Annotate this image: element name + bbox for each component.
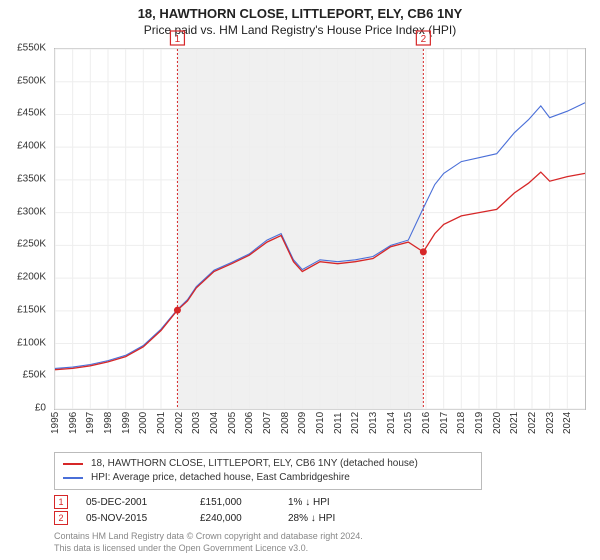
svg-text:1: 1 (175, 34, 181, 45)
x-tick-label: 2001 (156, 412, 167, 434)
x-tick-label: 2009 (297, 412, 308, 434)
y-tick-label: £500K (17, 75, 46, 86)
x-tick-label: 2007 (262, 412, 273, 434)
x-tick-label: 2023 (545, 412, 556, 434)
legend-label: 18, HAWTHORN CLOSE, LITTLEPORT, ELY, CB6… (91, 457, 418, 471)
x-tick-label: 2003 (191, 412, 202, 434)
y-axis-labels: £0£50K£100K£150K£200K£250K£300K£350K£400… (0, 48, 50, 408)
legend-swatch-blue (63, 477, 83, 479)
x-tick-label: 2010 (315, 412, 326, 434)
footnote-line: Contains HM Land Registry data © Crown c… (54, 530, 363, 542)
x-tick-label: 1999 (121, 412, 132, 434)
svg-text:2: 2 (421, 34, 427, 45)
y-tick-label: £100K (17, 337, 46, 348)
x-tick-label: 2005 (227, 412, 238, 434)
plot-svg: 12 (55, 49, 585, 409)
x-tick-label: 1995 (50, 412, 61, 434)
y-tick-label: £550K (17, 43, 46, 54)
x-tick-label: 2022 (527, 412, 538, 434)
chart-subtitle: Price paid vs. HM Land Registry's House … (0, 23, 600, 37)
footnote-line: This data is licensed under the Open Gov… (54, 542, 363, 554)
x-tick-label: 2018 (456, 412, 467, 434)
x-tick-label: 2006 (244, 412, 255, 434)
tx-index-box: 1 (54, 495, 68, 509)
footnote: Contains HM Land Registry data © Crown c… (54, 530, 363, 554)
table-row: 2 05-NOV-2015 £240,000 28% ↓ HPI (54, 510, 398, 526)
x-tick-label: 1996 (68, 412, 79, 434)
x-tick-label: 2000 (138, 412, 149, 434)
chart-container: 18, HAWTHORN CLOSE, LITTLEPORT, ELY, CB6… (0, 0, 600, 560)
y-tick-label: £0 (35, 403, 46, 414)
legend-item: 18, HAWTHORN CLOSE, LITTLEPORT, ELY, CB6… (63, 457, 473, 471)
y-tick-label: £400K (17, 141, 46, 152)
x-tick-label: 2015 (403, 412, 414, 434)
y-tick-label: £450K (17, 108, 46, 119)
x-tick-label: 2020 (492, 412, 503, 434)
y-tick-label: £50K (23, 370, 46, 381)
tx-price: £151,000 (200, 497, 270, 508)
transaction-table: 1 05-DEC-2001 £151,000 1% ↓ HPI 2 05-NOV… (54, 494, 398, 526)
x-tick-label: 2004 (209, 412, 220, 434)
y-tick-label: £150K (17, 304, 46, 315)
x-axis-labels: 1995199619971998199920002001200220032004… (54, 410, 584, 450)
x-tick-label: 2021 (509, 412, 520, 434)
x-tick-label: 2016 (421, 412, 432, 434)
y-tick-label: £350K (17, 173, 46, 184)
x-tick-label: 2017 (439, 412, 450, 434)
table-row: 1 05-DEC-2001 £151,000 1% ↓ HPI (54, 494, 398, 510)
tx-pct: 28% ↓ HPI (288, 513, 398, 524)
x-tick-label: 2008 (280, 412, 291, 434)
x-tick-label: 2013 (368, 412, 379, 434)
x-tick-label: 2019 (474, 412, 485, 434)
x-tick-label: 2011 (333, 412, 344, 434)
tx-date: 05-DEC-2001 (86, 497, 182, 508)
x-tick-label: 1998 (103, 412, 114, 434)
tx-date: 05-NOV-2015 (86, 513, 182, 524)
x-tick-label: 2012 (350, 412, 361, 434)
legend-item: HPI: Average price, detached house, East… (63, 471, 473, 485)
tx-price: £240,000 (200, 513, 270, 524)
title-block: 18, HAWTHORN CLOSE, LITTLEPORT, ELY, CB6… (0, 0, 600, 37)
y-tick-label: £300K (17, 206, 46, 217)
tx-pct: 1% ↓ HPI (288, 497, 398, 508)
x-tick-label: 2024 (562, 412, 573, 434)
legend-swatch-red (63, 463, 83, 465)
x-tick-label: 1997 (85, 412, 96, 434)
legend: 18, HAWTHORN CLOSE, LITTLEPORT, ELY, CB6… (54, 452, 482, 490)
chart-title-address: 18, HAWTHORN CLOSE, LITTLEPORT, ELY, CB6… (0, 6, 600, 21)
x-tick-label: 2014 (386, 412, 397, 434)
y-tick-label: £250K (17, 239, 46, 250)
y-tick-label: £200K (17, 272, 46, 283)
x-tick-label: 2002 (174, 412, 185, 434)
plot-area: 12 (54, 48, 586, 410)
legend-label: HPI: Average price, detached house, East… (91, 471, 350, 485)
tx-index-box: 2 (54, 511, 68, 525)
